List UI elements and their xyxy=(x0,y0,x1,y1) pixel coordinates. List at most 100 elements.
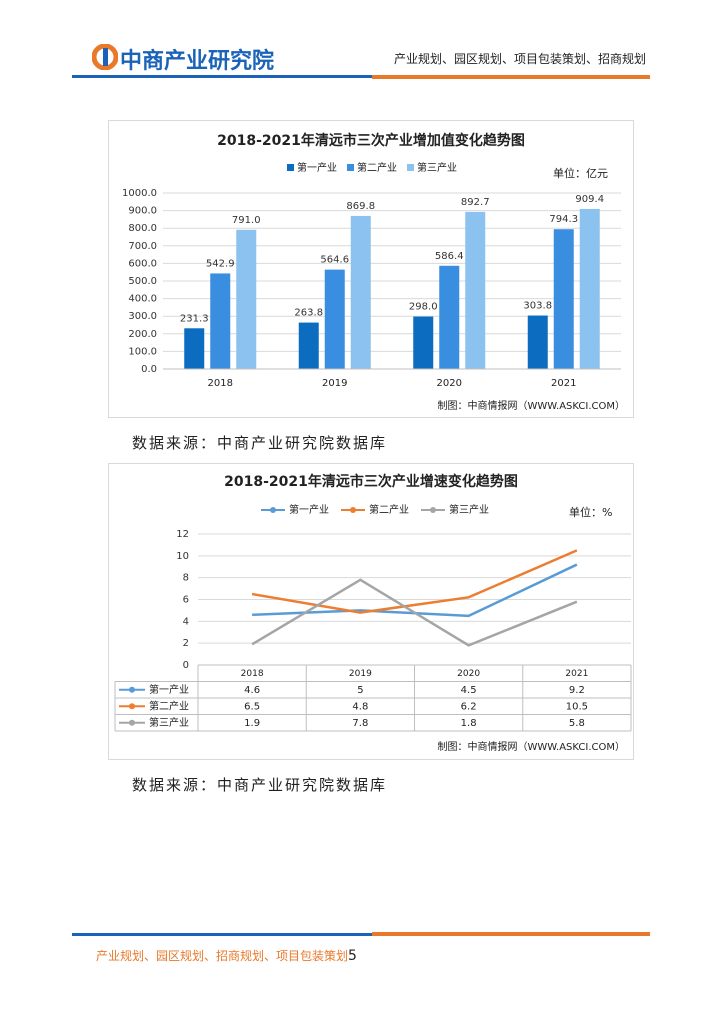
x-tick-label: 2019 xyxy=(349,669,372,679)
table-key xyxy=(129,719,135,726)
y-tick-label: 6 xyxy=(183,595,189,606)
x-tick-label: 2019 xyxy=(322,378,347,389)
y-tick-label: 300.0 xyxy=(128,311,157,322)
table-row-label: 第三产业 xyxy=(149,716,189,729)
data-label: 869.8 xyxy=(346,201,375,212)
source-note: 数据来源：中商产业研究院数据库 xyxy=(132,434,388,452)
y-tick-label: 700.0 xyxy=(128,241,157,252)
logo-icon xyxy=(92,44,118,70)
y-tick-label: 8 xyxy=(183,573,189,584)
data-label: 303.8 xyxy=(523,301,552,312)
chart-credit: 制图：中商情报网（WWW.ASKCI.COM） xyxy=(438,399,626,412)
y-tick-label: 800.0 xyxy=(128,223,157,234)
source-note: 数据来源：中商产业研究院数据库 xyxy=(132,776,388,794)
table-cell: 7.8 xyxy=(352,718,368,729)
x-tick-label: 2018 xyxy=(241,669,264,679)
legend-label: 第一产业 xyxy=(289,503,329,516)
x-tick-label: 2020 xyxy=(457,669,480,679)
y-tick-label: 1000.0 xyxy=(122,188,157,199)
line xyxy=(251,578,578,647)
data-label: 263.8 xyxy=(294,308,323,319)
y-tick-label: 0.0 xyxy=(141,364,157,375)
bar xyxy=(579,208,600,369)
y-tick-label: 4 xyxy=(183,616,189,627)
bar xyxy=(324,269,345,369)
table-row-label: 第二产业 xyxy=(149,699,189,712)
table-cell: 5.8 xyxy=(569,718,585,729)
table-cell: 9.2 xyxy=(569,685,585,696)
data-label: 791.0 xyxy=(232,215,261,226)
page-number: 5 xyxy=(348,948,357,964)
table-cell: 4.6 xyxy=(244,685,260,696)
table-cell: 6.2 xyxy=(461,701,477,712)
data-label: 298.0 xyxy=(409,302,438,313)
x-tick-label: 2018 xyxy=(208,378,233,389)
table-cell: 6.5 xyxy=(244,701,260,712)
table-cell: 4.5 xyxy=(461,685,477,696)
table-cell: 4.8 xyxy=(352,701,368,712)
legend-swatch xyxy=(350,507,356,513)
logo-text: 中商产业研究院 xyxy=(120,49,275,74)
y-tick-label: 900.0 xyxy=(128,206,157,217)
data-label: 542.9 xyxy=(206,258,235,269)
data-label: 892.7 xyxy=(461,197,490,208)
footer-links: 产业规划、园区规划、招商规划、项目包装策划 xyxy=(96,949,349,963)
chart-box: 2018-2021年清远市三次产业增速变化趋势图单位：% 0 2 4 6 8 10 12 第一产… xyxy=(108,463,634,760)
chart-title: 2018-2021年清远市三次产业增速变化趋势图 xyxy=(224,473,518,490)
chart-box: 2018-2021年清远市三次产业增加值变化趋势图 单位：亿元 0.0 100.0 20… xyxy=(108,120,634,418)
table-cell: 10.5 xyxy=(566,701,588,712)
line xyxy=(251,549,578,614)
y-tick-label: 100.0 xyxy=(128,346,157,357)
unit-label: 单位：% xyxy=(569,505,612,519)
bar xyxy=(184,328,205,369)
x-tick-label: 2021 xyxy=(551,378,576,389)
data-label: 564.6 xyxy=(320,255,349,266)
y-tick-label: 400.0 xyxy=(128,294,157,305)
y-tick-label: 600.0 xyxy=(128,258,157,269)
data-label: 586.4 xyxy=(435,251,464,262)
table-row-label: 第一产业 xyxy=(149,683,189,696)
footer-rule xyxy=(372,932,650,936)
legend-swatch xyxy=(270,507,276,513)
table-cell: 1.8 xyxy=(461,718,477,729)
header-rule xyxy=(72,75,372,78)
x-tick-label: 2020 xyxy=(437,378,462,389)
bar xyxy=(236,229,257,369)
data-label: 794.3 xyxy=(549,214,578,225)
bar xyxy=(210,273,231,369)
legend-swatch xyxy=(430,507,436,513)
legend-label: 第三产业 xyxy=(417,161,457,174)
x-tick-label: 2021 xyxy=(565,669,588,679)
y-tick-label: 2 xyxy=(183,638,189,649)
legend-swatch xyxy=(347,164,354,171)
bar xyxy=(527,315,548,369)
table-key xyxy=(129,703,135,710)
y-tick-label: 500.0 xyxy=(128,276,157,287)
legend-label: 第三产业 xyxy=(449,503,489,516)
chart-credit: 制图：中商情报网（WWW.ASKCI.COM） xyxy=(438,740,626,753)
y-tick-label: 0 xyxy=(183,660,189,671)
header-rule xyxy=(372,75,650,79)
bar xyxy=(465,211,486,369)
table-key xyxy=(129,686,135,693)
table-cell: 1.9 xyxy=(244,718,260,729)
bar xyxy=(298,322,319,369)
y-tick-label: 200.0 xyxy=(128,329,157,340)
bar xyxy=(413,316,434,369)
legend-label: 第一产业 xyxy=(297,161,337,174)
footer-rule xyxy=(72,933,372,936)
legend-swatch xyxy=(407,164,414,171)
legend-label: 第二产业 xyxy=(369,503,409,516)
legend-label: 第二产业 xyxy=(357,161,397,174)
y-tick-label: 12 xyxy=(176,529,189,540)
y-tick-label: 10 xyxy=(176,551,189,562)
bar xyxy=(439,265,460,369)
footer-text: 产业规划、园区规划、招商规划、项目包装策划5 xyxy=(96,947,357,964)
table-cell: 5 xyxy=(357,685,363,696)
header-tagline: 产业规划、园区规划、项目包装策划、招商规划 xyxy=(393,52,646,66)
bar xyxy=(350,215,371,369)
chart-title: 2018-2021年清远市三次产业增加值变化趋势图 xyxy=(217,132,525,149)
